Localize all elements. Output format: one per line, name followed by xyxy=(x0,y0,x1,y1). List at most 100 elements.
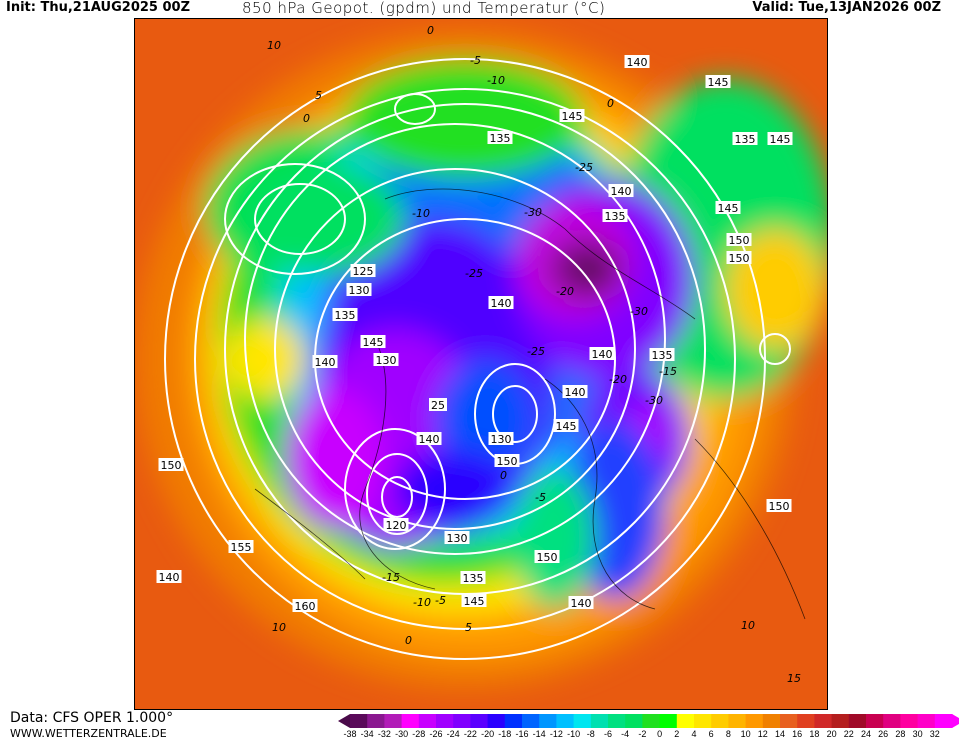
geopotential-contour xyxy=(194,88,736,630)
legend-swatch xyxy=(848,714,867,728)
legend-swatch xyxy=(917,714,936,728)
legend-tick: 30 xyxy=(912,729,923,739)
legend-tick: 12 xyxy=(757,729,768,739)
geopotential-label-box xyxy=(158,458,184,471)
geopotential-label: 25 xyxy=(431,399,445,412)
geopotential-label-box xyxy=(444,531,470,544)
geopotential-label-box xyxy=(373,353,399,366)
legend-swatch xyxy=(883,714,901,728)
geopotential-label-box xyxy=(649,348,675,361)
geopotential-contour xyxy=(254,183,346,255)
geopotential-label: 140 xyxy=(611,185,632,198)
geopotential-label: 135 xyxy=(652,349,673,362)
temperature-label: -10 xyxy=(487,74,505,87)
map-title: 850 hPa Geopot. (gpdm) und Temperatur (°… xyxy=(242,0,606,17)
legend-swatch xyxy=(797,714,815,728)
valid-time: Valid: Tue,13JAN2026 00Z xyxy=(752,0,941,15)
geopotential-label-box xyxy=(488,296,514,309)
geopotential-contour xyxy=(366,453,428,535)
legend-swatch xyxy=(418,714,437,728)
temperature-label: -20 xyxy=(556,285,574,298)
geopotential-label: 135 xyxy=(735,133,756,146)
coastline xyxy=(254,488,366,580)
geopotential-label-box xyxy=(602,209,628,222)
legend-swatch xyxy=(522,714,540,728)
legend-swatch xyxy=(350,714,368,728)
legend-swatch xyxy=(608,714,626,728)
legend-swatch xyxy=(401,714,420,728)
geopotential-label: 145 xyxy=(556,420,577,433)
geopotential-label: 150 xyxy=(497,455,518,468)
geopotential-label: 140 xyxy=(315,356,336,369)
temperature-label: -25 xyxy=(527,345,545,358)
temperature-label: 5 xyxy=(315,89,322,102)
geopotential-label-box xyxy=(461,594,487,607)
geopotential-label: 125 xyxy=(353,265,374,278)
geopotential-label: 140 xyxy=(159,571,180,584)
legend-tick: -14 xyxy=(532,729,546,739)
legend-tick: -12 xyxy=(549,729,563,739)
color-scale-legend xyxy=(338,714,959,728)
geopotential-label-box xyxy=(350,264,376,277)
legend-swatch xyxy=(659,714,678,728)
temperature-label: -30 xyxy=(630,305,648,318)
geopotential-label: 140 xyxy=(565,386,586,399)
temperature-label: -10 xyxy=(413,596,431,609)
legend-swatch xyxy=(728,714,747,728)
legend-swatch xyxy=(676,714,695,728)
geopotential-label: 140 xyxy=(571,597,592,610)
legend-tick: 20 xyxy=(826,729,837,739)
geopotential-label-box xyxy=(568,596,594,609)
geopotential-label-box xyxy=(494,454,520,467)
legend-tick: 4 xyxy=(691,729,697,739)
geopotential-label: 145 xyxy=(562,110,583,123)
coastline xyxy=(694,438,806,620)
weather-map: 140 145 135 145 145 135 140 135 150 145 125 130 135 1… xyxy=(134,18,828,710)
geopotential-label: 160 xyxy=(295,600,316,613)
temperature-label: 0 xyxy=(500,469,507,482)
legend-tick-labels: -38 -34 -32 -30 -28 -26 -24 -22 -20 -18 -16 -14 -12-… xyxy=(340,729,950,741)
geopotential-label-box xyxy=(487,131,513,144)
temperature-region xyxy=(568,251,612,287)
website-link[interactable]: WWW.WETTERZENTRALE.DE xyxy=(10,727,167,740)
geopotential-label-box xyxy=(559,109,585,122)
legend-tick: -26 xyxy=(429,729,443,739)
temperature-region xyxy=(725,229,825,349)
geopotential-label: 135 xyxy=(463,572,484,585)
data-source: Data: CFS OPER 1.000° xyxy=(10,710,174,726)
temperature-region xyxy=(435,359,535,479)
geopotential-label: 130 xyxy=(491,433,512,446)
temperature-label: -10 xyxy=(412,207,430,220)
legend-tick: -32 xyxy=(377,729,391,739)
legend-swatch xyxy=(711,714,729,728)
legend-swatch xyxy=(590,714,609,728)
legend-tick: 10 xyxy=(740,729,751,739)
geopotential-label-box xyxy=(312,355,338,368)
legend-tick: -20 xyxy=(481,729,495,739)
legend-swatch xyxy=(625,714,643,728)
temperature-label: -5 xyxy=(535,491,546,504)
legend-swatch xyxy=(436,714,454,728)
geopotential-contour xyxy=(274,168,636,530)
temperature-label: -5 xyxy=(470,54,481,67)
legend-swatch xyxy=(694,714,712,728)
geopotential-label: 135 xyxy=(605,210,626,223)
geopotential-label: 140 xyxy=(592,348,613,361)
legend-tick: -24 xyxy=(446,729,460,739)
temperature-region xyxy=(225,319,305,399)
temperature-label: -30 xyxy=(524,206,542,219)
legend-tick: 6 xyxy=(708,729,714,739)
legend-tick: 14 xyxy=(774,729,786,739)
legend-tick: 32 xyxy=(929,729,940,739)
geopotential-label-box xyxy=(488,432,514,445)
geopotential-label-box xyxy=(766,499,792,512)
geopotential-label-box xyxy=(534,550,560,563)
geopotential-label-box xyxy=(553,419,579,432)
temperature-label: 0 xyxy=(405,634,412,647)
geopotential-label-box xyxy=(360,335,386,348)
temperature-label: 0 xyxy=(427,24,434,37)
geopotential-label-box xyxy=(156,570,182,583)
geopotential-label: 150 xyxy=(729,234,750,247)
legend-arrow-high xyxy=(952,714,959,728)
temperature-label: 5 xyxy=(465,621,472,634)
